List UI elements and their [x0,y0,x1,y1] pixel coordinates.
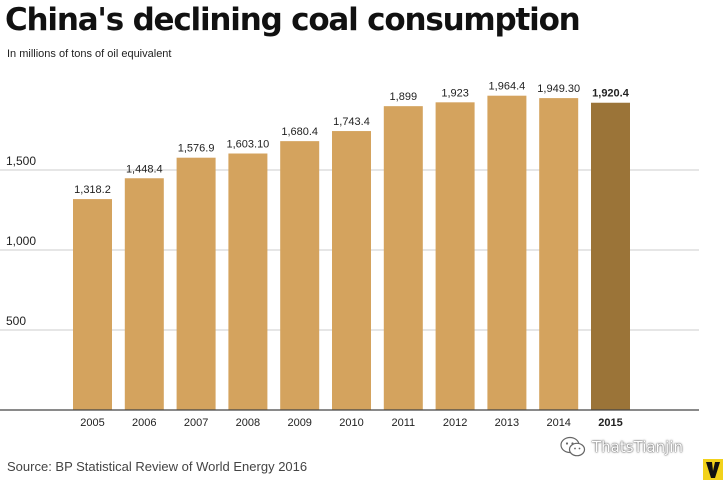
bars [73,95,630,411]
x-tick-label: 2007 [184,417,208,429]
chart-subtitle: In millions of tons of oil equivalent [7,48,172,60]
y-tick-label: 500 [6,314,26,328]
bar [539,98,579,410]
data-label: 1,576.9 [178,143,215,155]
x-tick-label: 2015 [598,417,622,429]
x-tick-label: 2010 [339,417,363,429]
bar [487,95,527,411]
bar [124,178,164,410]
data-label: 1,923 [441,87,469,99]
bar [383,106,423,410]
chart-title: China's declining coal consumption [5,2,581,38]
data-label: 1,920.4 [592,88,630,100]
x-tick-label: 2012 [443,417,467,429]
data-label: 1,964.4 [489,81,526,93]
data-label: 1,603.10 [226,139,269,151]
x-tick-label: 2006 [132,417,156,429]
x-tick-label: 2005 [80,417,104,429]
bar [332,131,371,410]
data-label: 1,448.4 [126,163,163,175]
bar [228,153,268,410]
data-label: 1,899 [390,91,418,103]
value-labels: 1,318.2 1,448.4 1,576.9 1,603.10 1,680.4 1,74… [74,81,630,196]
bar [591,102,630,411]
data-label: 1,318.2 [74,184,111,196]
bar [176,157,216,410]
y-tick-label: 1,500 [6,154,36,168]
watermark: ThatsTianjin [560,436,683,458]
x-tick-label: 2014 [546,417,570,429]
x-tick-label: 2011 [391,417,415,429]
watermark-text: ThatsTianjin [592,438,683,456]
x-tick-label: 2008 [236,417,260,429]
bar [73,199,112,410]
data-label: 1,743.4 [333,116,370,128]
bar-chart: 1,318.2 1,448.4 1,576.9 1,603.10 1,680.4 1,74… [0,81,699,429]
y-tick-label: 1,000 [6,234,36,248]
data-label: 1,949.30 [537,83,580,95]
data-label: 1,680.4 [281,126,318,138]
source-note: Source: BP Statistical Review of World E… [7,459,308,474]
axes: 500 1,000 1,500 2005 2006 2007 2008 2009 2010 201… [0,154,699,429]
x-tick-label: 2013 [495,417,519,429]
vox-logo-icon [703,459,723,480]
x-tick-label: 2009 [287,417,311,429]
bar [435,102,475,410]
wechat-icon [560,436,586,458]
bar [280,141,320,411]
